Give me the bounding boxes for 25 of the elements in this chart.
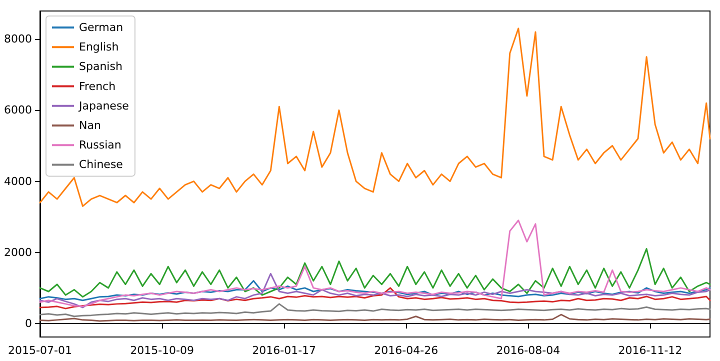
y-tick-label: 8000 [4,32,32,46]
legend-label: Nan [79,119,101,132]
x-tick-label: 2016-08-04 [496,344,560,357]
line-series [39,220,711,308]
legend-label: Spanish [79,60,122,74]
legend-label: Chinese [79,158,124,172]
line-series [39,303,711,318]
y-tick-label: 2000 [4,246,32,259]
line-series [39,280,711,302]
line-series [39,248,711,298]
x-tick-label: 2016-04-26 [374,344,438,357]
y-tick-label: 4000 [4,174,32,188]
legend-label: Japanese [78,99,130,112]
x-tick-label: 2015-07-01 [8,344,72,357]
x-tick-label: 2016-01-17 [252,344,316,357]
y-tick-label: 6000 [4,104,32,117]
x-tick-label: 2016-11-12 [618,344,682,357]
line-series [39,287,711,310]
legend-label: French [79,80,116,93]
legend-label: English [79,40,119,54]
line-series [39,272,711,308]
legend-label: German [79,21,124,34]
x-tick-label: 2015-10-09 [130,344,194,357]
y-tick-label: 0 [25,316,32,330]
legend-label: Russian [79,138,122,152]
